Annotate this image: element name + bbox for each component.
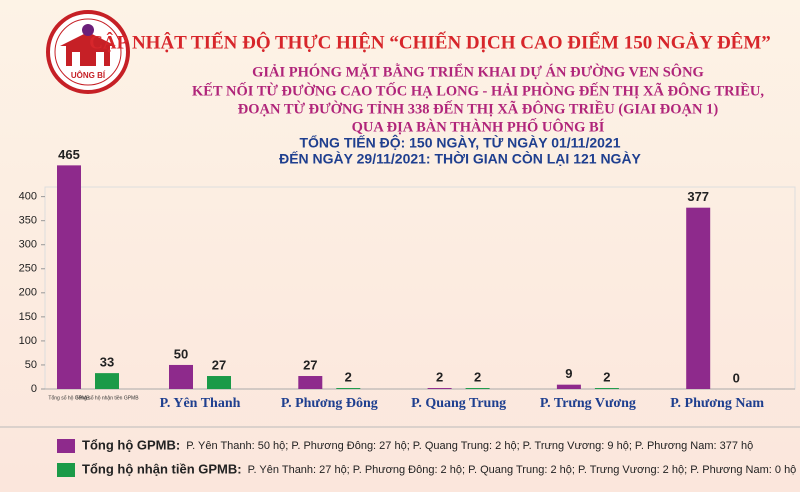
bar bbox=[427, 388, 452, 389]
info-line: TỔNG TIẾN ĐỘ: 150 NGÀY, TỪ NGÀY 01/11/20… bbox=[299, 134, 620, 151]
value-label: 465 bbox=[58, 147, 80, 162]
legend-detail: P. Yên Thanh: 50 hộ; P. Phương Đông: 27 … bbox=[186, 440, 753, 452]
x-tick-label: P. Quang Trung bbox=[411, 396, 506, 411]
value-label: 27 bbox=[212, 357, 226, 372]
legend-label: Tổng hộ GPMB: bbox=[82, 437, 180, 452]
subtitle: ĐOẠN TỪ ĐƯỜNG TỈNH 338 ĐẾN THỊ XÃ ĐÔNG T… bbox=[238, 99, 719, 117]
title: CẬP NHẬT TIẾN ĐỘ THỰC HIỆN “CHIẾN DỊCH C… bbox=[89, 31, 771, 53]
y-tick-label: 100 bbox=[19, 335, 37, 347]
bar-note: Tổng số hộ nhận tiền GPMB bbox=[75, 394, 139, 401]
bar bbox=[298, 376, 323, 389]
y-tick-label: 400 bbox=[19, 191, 37, 203]
value-label: 50 bbox=[174, 346, 188, 361]
y-tick-label: 200 bbox=[19, 287, 37, 299]
legend-label: Tổng hộ nhận tiền GPMB: bbox=[82, 461, 242, 476]
bar bbox=[95, 373, 119, 389]
y-tick-label: 0 bbox=[31, 383, 37, 395]
value-label: 33 bbox=[100, 355, 114, 370]
value-label: 2 bbox=[345, 369, 352, 384]
info-line: ĐẾN NGÀY 29/11/2021: THỜI GIAN CÒN LẠI 1… bbox=[279, 150, 641, 167]
y-tick-label: 350 bbox=[19, 215, 37, 227]
value-label: 9 bbox=[565, 366, 572, 381]
x-tick-label: P. Trưng Vương bbox=[540, 396, 636, 411]
y-tick-label: 150 bbox=[19, 311, 37, 323]
value-label: 27 bbox=[303, 357, 317, 372]
y-tick-label: 250 bbox=[19, 263, 37, 275]
value-label: 377 bbox=[687, 189, 709, 204]
logo: UÔNG BÍ bbox=[46, 10, 130, 94]
x-tick-label: P. Yên Thanh bbox=[160, 396, 241, 411]
bar bbox=[594, 388, 619, 389]
bar bbox=[336, 388, 361, 389]
bar bbox=[207, 376, 231, 389]
x-tick-label: P. Phương Nam bbox=[670, 396, 764, 411]
value-label: 2 bbox=[474, 369, 481, 384]
bar-note: Tổng số hộ GPMB bbox=[48, 394, 90, 401]
subtitle: GIẢI PHÓNG MẶT BẰNG TRIỂN KHAI DỰ ÁN ĐƯỜ… bbox=[252, 62, 704, 80]
x-tick-label: P. Phương Đông bbox=[281, 396, 378, 411]
subtitle: KẾT NỐI TỪ ĐƯỜNG CAO TỐC HẠ LONG - HẢI P… bbox=[192, 81, 764, 99]
subtitle: QUA ĐỊA BÀN THÀNH PHỐ UÔNG BÍ bbox=[352, 117, 605, 135]
bar bbox=[57, 165, 81, 389]
legend-swatch bbox=[57, 439, 75, 453]
y-tick-label: 50 bbox=[25, 359, 37, 371]
y-tick-label: 300 bbox=[19, 239, 37, 251]
legend-detail: P. Yên Thanh: 27 hộ; P. Phương Đông: 2 h… bbox=[248, 464, 797, 476]
value-label: 2 bbox=[603, 369, 610, 384]
bar bbox=[556, 384, 581, 389]
legend-swatch bbox=[57, 463, 75, 477]
value-label: 0 bbox=[733, 370, 740, 385]
logo-text: UÔNG BÍ bbox=[71, 71, 106, 80]
value-label: 2 bbox=[436, 369, 443, 384]
bar bbox=[465, 388, 490, 389]
bar bbox=[686, 207, 711, 389]
bar bbox=[169, 364, 193, 389]
